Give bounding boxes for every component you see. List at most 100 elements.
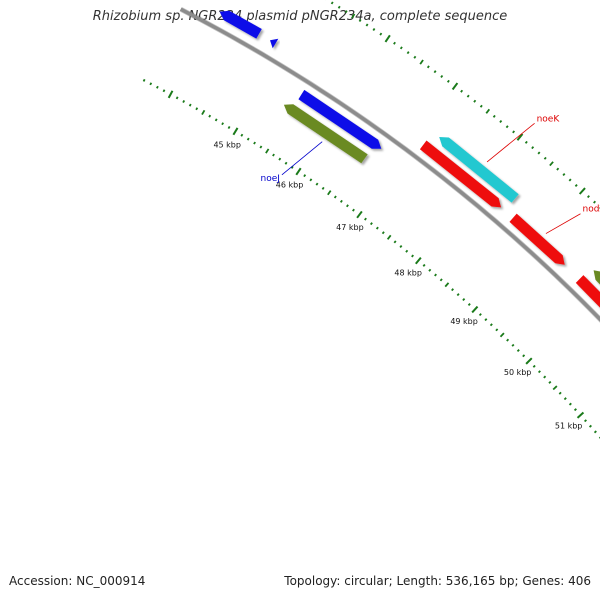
tick-mark <box>253 141 256 145</box>
tick-mark <box>549 161 554 167</box>
tick-mark <box>531 146 535 150</box>
tick-mark <box>214 118 218 122</box>
tick-mark <box>356 210 363 219</box>
tick-mark <box>162 89 166 93</box>
tick-mark <box>327 190 332 196</box>
tick-mark <box>278 157 282 161</box>
tick-mark <box>548 380 552 384</box>
tick-mark <box>588 424 592 428</box>
accession-text: Accession: NC_000914 <box>9 574 146 588</box>
tick-mark <box>406 51 410 55</box>
gene-label: noeJ <box>261 174 280 184</box>
kbp-label: 45 kbp <box>213 141 241 150</box>
tick-mark <box>552 385 558 391</box>
gene-red-b[interactable] <box>575 275 600 339</box>
tick-mark <box>467 303 471 307</box>
tick-mark <box>372 28 376 32</box>
tick-mark <box>381 231 385 235</box>
tick-mark <box>505 125 509 129</box>
backbone-shadow <box>179 6 600 323</box>
tick-mark <box>433 70 437 74</box>
tick-mark <box>284 161 288 165</box>
tick-mark <box>489 323 493 327</box>
tick-mark <box>516 349 520 353</box>
tick-mark <box>386 234 392 240</box>
tick-mark <box>399 245 403 249</box>
tick-mark <box>446 79 450 83</box>
gene-red-a[interactable] <box>419 140 502 208</box>
tick-mark <box>259 145 263 149</box>
outer-tick-ring <box>325 0 600 209</box>
tick-mark <box>583 419 587 423</box>
gene-noeK[interactable] <box>439 137 519 203</box>
tick-mark <box>537 370 541 374</box>
tick-mark <box>208 114 212 118</box>
tick-mark <box>451 82 459 91</box>
tick-mark <box>369 222 373 226</box>
tick-mark <box>182 99 186 103</box>
gene-noeL[interactable] <box>593 270 600 326</box>
tick-mark <box>167 90 174 99</box>
tick-mark <box>265 148 270 154</box>
tick-mark <box>593 430 597 434</box>
tick-mark <box>543 375 547 379</box>
tick-mark <box>456 293 460 297</box>
tick-mark <box>339 199 343 203</box>
gene-label: nodZ <box>583 205 600 215</box>
gene-label-leader <box>281 141 323 176</box>
tick-mark <box>563 397 567 401</box>
kbp-label: 46 kbp <box>276 180 304 189</box>
kbp-label: 50 kbp <box>504 368 532 377</box>
tick-mark <box>419 59 424 65</box>
tick-mark <box>428 268 432 272</box>
tick-mark <box>379 32 383 36</box>
tick-mark <box>451 288 454 292</box>
tick-mark <box>578 187 586 195</box>
gene-label: noeK <box>537 114 561 124</box>
tick-mark <box>303 174 307 178</box>
tick-mark <box>413 55 417 59</box>
tick-mark <box>344 10 348 14</box>
tick-mark <box>573 408 577 412</box>
kbp-label: 48 kbp <box>394 269 422 278</box>
tick-mark <box>290 165 294 169</box>
gene-blue-b[interactable] <box>270 38 279 49</box>
tick-mark <box>309 178 313 182</box>
tick-mark <box>246 137 250 141</box>
gene-blue-a[interactable] <box>219 10 262 39</box>
tick-mark <box>576 411 585 419</box>
tick-mark <box>422 263 426 267</box>
tick-mark <box>399 46 403 50</box>
summary-text: Topology: circular; Length: 536,165 bp; … <box>284 574 591 588</box>
tick-mark <box>156 85 159 89</box>
tick-mark <box>142 78 146 82</box>
tick-mark <box>485 108 491 114</box>
tick-mark <box>333 195 337 199</box>
tick-mark <box>384 34 391 43</box>
tick-mark <box>479 104 483 108</box>
tick-mark <box>556 167 560 171</box>
tick-mark <box>524 140 528 144</box>
tick-mark <box>411 254 414 258</box>
gene-label-leader <box>486 122 535 163</box>
tick-mark <box>568 178 572 182</box>
tick-mark <box>478 313 482 317</box>
gene-blue-c[interactable] <box>298 89 382 149</box>
tick-mark <box>532 364 536 368</box>
tick-mark <box>444 282 450 288</box>
gene-noeJ[interactable] <box>283 104 368 164</box>
tick-mark <box>240 133 244 137</box>
tick-mark <box>537 151 541 155</box>
tick-mark <box>558 391 562 395</box>
tick-mark <box>462 298 466 302</box>
tick-mark <box>492 114 496 118</box>
tick-mark <box>272 153 275 157</box>
tick-mark <box>568 402 572 406</box>
tick-mark <box>149 82 153 86</box>
tick-mark <box>221 122 225 126</box>
tick-mark <box>525 357 533 365</box>
gene-nodZ[interactable] <box>509 213 565 265</box>
tick-mark <box>321 186 325 190</box>
tick-mark <box>499 332 505 338</box>
